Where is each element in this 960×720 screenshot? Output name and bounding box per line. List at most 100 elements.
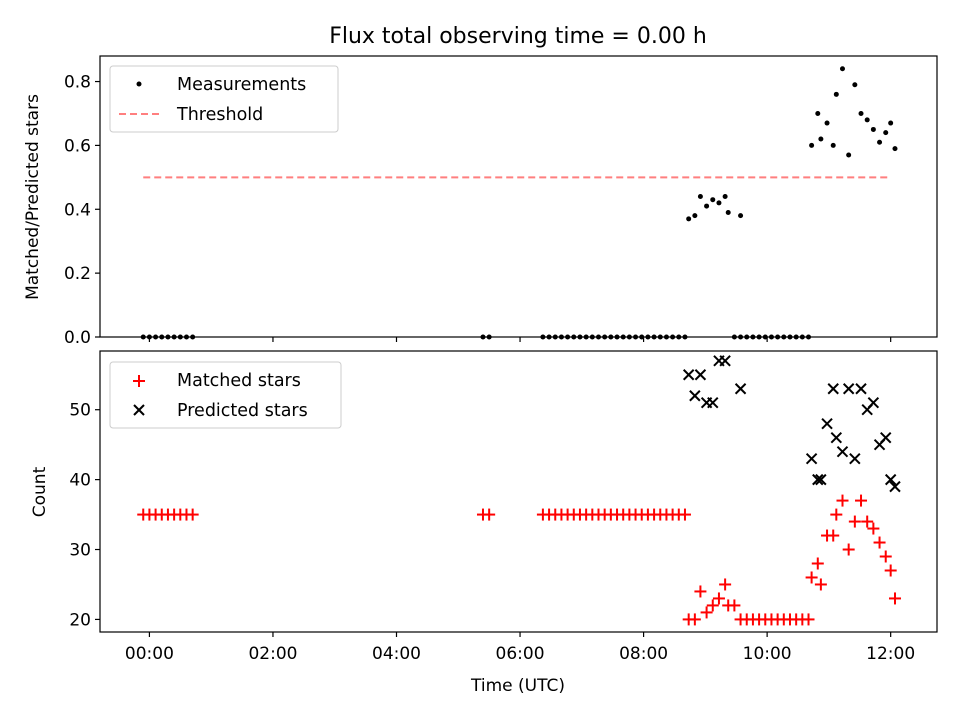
predicted-stars-point (719, 355, 731, 367)
legend-predicted-label: Predicted stars (177, 401, 308, 421)
predicted-stars-point (889, 480, 901, 493)
measurements-point (697, 194, 703, 199)
bottom-xtick-label: 08:00 (619, 644, 668, 664)
matched-stars-point (848, 515, 861, 528)
top-data-marks (140, 66, 898, 340)
predicted-stars-point (815, 473, 827, 486)
bottom-ytick-label: 20 (69, 610, 91, 630)
bottom-ytick-label: 50 (69, 401, 91, 421)
measurements-point (833, 91, 839, 97)
predicted-stars-point (842, 383, 855, 395)
measurements-point (818, 136, 824, 142)
matched-stars-point (706, 599, 719, 612)
bottom-xtick-label: 10:00 (743, 644, 792, 664)
measurements-point (692, 213, 698, 219)
predicted-stars-point (689, 390, 701, 402)
top-y-axis-label: Matched/Predicted stars (23, 94, 43, 300)
predicted-stars-point (707, 397, 719, 409)
legend-matched-marker (133, 375, 145, 387)
matched-stars-point (688, 613, 701, 626)
predicted-stars-point (855, 383, 867, 395)
bottom-ytick-label: 40 (69, 471, 91, 491)
bottom-plot-frame (99, 350, 938, 633)
measurements-point (870, 126, 876, 132)
bottom-xtick-label: 06:00 (496, 644, 545, 664)
matched-stars-point (836, 494, 849, 507)
matched-stars-point (694, 585, 707, 598)
top-plot-frame (99, 55, 938, 338)
bottom-panel: 20 30 40 50 00:00 02:00 04:00 06:00 08:00 10:00 1… (30, 350, 938, 696)
matched-stars-point (719, 578, 732, 591)
predicted-stars-point (830, 431, 843, 444)
bottom-xtick-label: 12:00 (866, 644, 915, 664)
matched-stars-point (811, 557, 824, 570)
chart-title: Flux total observing time = 0.00 h (329, 24, 707, 49)
legend-measurements-marker (136, 81, 142, 87)
predicted-stars-point (734, 383, 747, 395)
legend-predicted-marker (133, 404, 145, 416)
predicted-stars-point (867, 397, 880, 409)
measurements-point (839, 66, 845, 72)
measurements-point (892, 146, 898, 152)
matched-stars-point (186, 508, 199, 521)
matched-stars-point (805, 571, 818, 584)
matched-stars-point (888, 592, 901, 605)
measurements-point (716, 200, 722, 206)
matched-stars-point (884, 564, 897, 577)
measurements-point (704, 203, 710, 209)
matched-stars-point (814, 578, 827, 591)
predicted-stars-point (812, 473, 824, 486)
measurements-point (738, 213, 744, 219)
matched-stars-point (861, 515, 874, 528)
predicted-stars-point (682, 369, 695, 381)
legend-measurements-label: Measurements (177, 75, 306, 95)
bottom-legend-box (109, 361, 342, 429)
matched-stars-point (873, 536, 886, 549)
bottom-y-axis-label: Count (30, 466, 50, 517)
bottom-data-marks (137, 355, 901, 626)
bottom-ytick-label: 30 (69, 541, 91, 561)
bottom-xtick-label: 04:00 (372, 644, 421, 664)
measurements-point (852, 82, 858, 88)
matched-stars-point (827, 529, 840, 542)
measurements-point (883, 130, 889, 136)
matched-stars-point (483, 508, 496, 521)
top-legend-box (109, 65, 339, 133)
x-axis-label: Time (UTC) (470, 676, 565, 696)
bottom-legend: Matched stars Predicted stars (109, 361, 342, 429)
measurements-point (877, 139, 883, 145)
top-x-ticks (148, 337, 892, 342)
legend-matched-label: Matched stars (177, 371, 301, 391)
matched-stars-point (728, 599, 741, 612)
top-panel: 0.00.20.40.60.8 Matched/Predicted stars … (23, 55, 938, 348)
measurements-point (725, 209, 731, 215)
measurements-point (830, 142, 836, 148)
measurements-point (815, 110, 821, 116)
measurements-point (722, 194, 728, 199)
matched-stars-point (855, 494, 868, 507)
top-ytick-label: 0.6 (64, 136, 91, 156)
matched-stars-point (700, 606, 713, 619)
legend-threshold-label: Threshold (176, 105, 263, 125)
top-ytick-label: 0.0 (64, 328, 91, 348)
top-y-ticks: 0.0 0.2 0.4 0.6 0.8 (64, 73, 100, 348)
predicted-stars-point (836, 445, 849, 458)
bottom-x-ticks: 00:00 02:00 04:00 06:00 08:00 10:00 12:00 (125, 632, 915, 664)
matched-stars-point (802, 613, 815, 626)
top-ytick-label: 0.8 (64, 73, 91, 93)
measurements-point (809, 142, 815, 148)
measurements-point (824, 120, 830, 126)
measurements-point (846, 152, 852, 158)
matched-stars-point (678, 508, 691, 521)
bottom-y-ticks: 20 30 40 50 (69, 401, 100, 630)
predicted-stars-point (805, 452, 818, 465)
top-ytick-label: 0.2 (64, 264, 91, 284)
top-legend: Measurements Threshold (109, 65, 339, 133)
predicted-stars-point (884, 473, 897, 486)
top-ytick-label: 0.4 (64, 200, 91, 220)
predicted-stars-point (849, 452, 861, 465)
matched-stars-point (842, 543, 855, 556)
measurements-point (864, 117, 870, 123)
measurements-point (888, 120, 894, 126)
